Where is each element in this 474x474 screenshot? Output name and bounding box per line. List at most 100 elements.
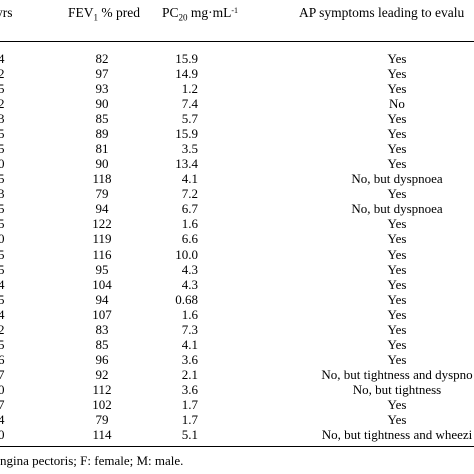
row-fev1-value: 93: [95, 81, 109, 96]
row-age-fragment: 3: [0, 186, 5, 201]
row-ap-symptoms: Yes: [387, 247, 407, 262]
header-ap-symptoms: AP symptoms leading to evalu: [299, 5, 465, 20]
row-age-fragment: 7: [0, 397, 5, 412]
row-ap-symptoms: Yes: [387, 322, 407, 337]
header-fev1-percent-pred: FEV1 % pred: [68, 5, 140, 26]
row-fev1-value: 119: [92, 231, 112, 246]
header-age-years: yrs: [0, 5, 13, 20]
header-pc20-sub: 20: [178, 12, 188, 23]
row-pc20-value: 5.1: [181, 427, 198, 442]
row-age-fragment: 5: [0, 262, 5, 277]
row-fev1-value: 92: [95, 367, 109, 382]
row-pc20-value: 10.0: [175, 247, 198, 262]
row-age-fragment: 5: [0, 141, 5, 156]
row-age-fragment: 5: [0, 81, 5, 96]
row-ap-symptoms: Yes: [387, 111, 407, 126]
row-fev1-value: 90: [95, 156, 109, 171]
row-age-fragment: 5: [0, 337, 5, 352]
row-fev1-value: 90: [95, 96, 109, 111]
row-fev1-value: 83: [95, 322, 109, 337]
header-pc20-sup: -1: [231, 6, 239, 15]
row-ap-symptoms: No, but tightness and dyspno: [321, 367, 473, 382]
row-age-fragment: 2: [0, 322, 5, 337]
row-fev1-value: 95: [95, 262, 109, 277]
row-age-fragment: 4: [0, 51, 5, 66]
row-pc20-value: 3.6: [181, 352, 198, 367]
row-ap-symptoms: Yes: [387, 337, 407, 352]
row-age-fragment: 0: [0, 156, 5, 171]
row-fev1-value: 85: [95, 337, 109, 352]
row-fev1-value: 96: [95, 352, 109, 367]
row-pc20-value: 2.1: [181, 367, 198, 382]
row-age-fragment: 4: [0, 307, 5, 322]
row-pc20-value: 4.1: [181, 171, 198, 186]
row-age-fragment: 2: [0, 96, 5, 111]
row-pc20-value: 5.7: [181, 111, 198, 126]
row-pc20-value: 15.9: [175, 126, 198, 141]
row-ap-symptoms: Yes: [387, 397, 407, 412]
row-pc20-value: 6.7: [181, 201, 198, 216]
row-pc20-value: 4.3: [181, 277, 198, 292]
row-pc20-value: 3.6: [181, 382, 198, 397]
row-ap-symptoms: Yes: [387, 412, 407, 427]
row-pc20-value: 7.3: [181, 322, 198, 337]
footer-rule: [0, 446, 474, 447]
row-fev1-value: 118: [92, 171, 112, 186]
row-ap-symptoms: Yes: [387, 277, 407, 292]
row-pc20-value: 14.9: [175, 66, 198, 81]
row-pc20-value: 1.7: [181, 397, 198, 412]
row-ap-symptoms: No, but tightness and wheezi: [321, 427, 473, 442]
row-fev1-value: 89: [95, 126, 109, 141]
row-pc20-value: 1.7: [181, 412, 198, 427]
header-rule: [0, 41, 474, 42]
header-pc20: PC20 mg·mL-1: [162, 5, 238, 26]
row-pc20-value: 1.6: [181, 216, 198, 231]
row-pc20-value: 15.9: [175, 51, 198, 66]
row-age-fragment: 0: [0, 382, 5, 397]
table-footnote: ngina pectoris; F: female; M: male.: [0, 453, 184, 468]
row-ap-symptoms: Yes: [387, 156, 407, 171]
row-pc20-value: 1.6: [181, 307, 198, 322]
row-pc20-value: 7.4: [181, 96, 198, 111]
row-ap-symptoms: Yes: [387, 51, 407, 66]
header-pc20-rest: mg·mL: [187, 5, 232, 20]
row-ap-symptoms: Yes: [387, 292, 407, 307]
row-ap-symptoms: Yes: [387, 81, 407, 96]
row-pc20-value: 4.3: [181, 262, 198, 277]
row-age-fragment: 7: [0, 367, 5, 382]
row-pc20-value: 3.5: [181, 141, 198, 156]
row-age-fragment: 5: [0, 292, 5, 307]
row-age-fragment: 3: [0, 111, 5, 126]
row-ap-symptoms: Yes: [387, 262, 407, 277]
row-fev1-value: 102: [92, 397, 112, 412]
row-ap-symptoms: Yes: [387, 352, 407, 367]
row-fev1-value: 122: [92, 216, 112, 231]
row-age-fragment: 4: [0, 277, 5, 292]
row-pc20-value: 13.4: [175, 156, 198, 171]
row-ap-symptoms: Yes: [387, 231, 407, 246]
row-age-fragment: 5: [0, 126, 5, 141]
row-fev1-value: 82: [95, 51, 109, 66]
row-pc20-value: 0.68: [175, 292, 198, 307]
row-fev1-value: 97: [95, 66, 109, 81]
row-fev1-value: 79: [95, 186, 109, 201]
row-age-fragment: 5: [0, 171, 5, 186]
row-fev1-value: 94: [95, 292, 109, 307]
row-pc20-value: 4.1: [181, 337, 198, 352]
row-ap-symptoms: Yes: [387, 141, 407, 156]
row-fev1-value: 104: [92, 277, 112, 292]
header-fev1-sub: 1: [93, 12, 99, 23]
row-ap-symptoms: No, but tightness: [352, 382, 442, 397]
row-fev1-value: 79: [95, 412, 109, 427]
row-pc20-value: 7.2: [181, 186, 198, 201]
row-ap-symptoms: Yes: [387, 126, 407, 141]
row-ap-symptoms: Yes: [387, 216, 407, 231]
row-fev1-value: 94: [95, 201, 109, 216]
header-fev1-rest: % pred: [98, 5, 140, 20]
row-age-fragment: 0: [0, 427, 5, 442]
row-pc20-value: 1.2: [181, 81, 198, 96]
row-age-fragment: 5: [0, 201, 5, 216]
row-fev1-value: 112: [92, 382, 112, 397]
row-ap-symptoms: No, but dyspnoea: [351, 201, 443, 216]
row-age-fragment: 0: [0, 231, 5, 246]
